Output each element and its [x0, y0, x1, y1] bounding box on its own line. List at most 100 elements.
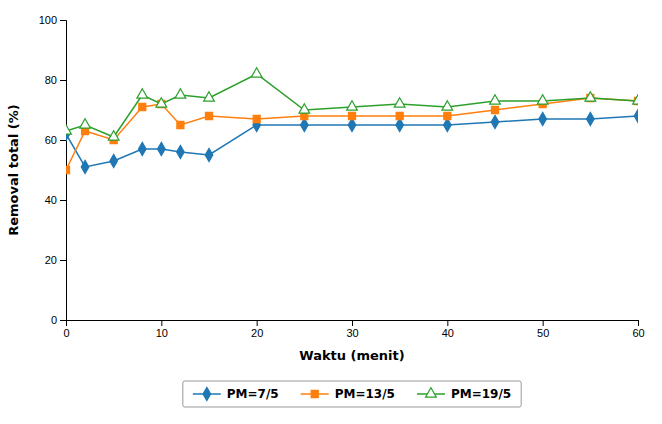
y-tick-mark [60, 200, 66, 201]
y-tick: 40 [45, 194, 66, 206]
point [110, 154, 118, 167]
legend-item: PM=19/5 [417, 387, 511, 401]
y-tick-mark [60, 140, 66, 141]
point [251, 68, 262, 77]
point [490, 95, 501, 104]
point [444, 112, 451, 119]
y-tick: 0 [51, 314, 66, 326]
y-tick-label: 60 [45, 134, 57, 146]
point [66, 125, 71, 134]
point [108, 131, 119, 140]
point [81, 160, 89, 173]
point [491, 106, 498, 113]
point [539, 112, 547, 125]
series-line [66, 98, 638, 170]
legend-swatch-marker [426, 388, 437, 397]
point [204, 92, 215, 101]
point [348, 118, 356, 131]
legend-item: PM=7/5 [193, 387, 279, 401]
x-tick: 40 [442, 320, 454, 339]
legend-label: PM=13/5 [335, 387, 395, 401]
point [634, 109, 638, 122]
point [301, 118, 309, 131]
point [156, 98, 167, 107]
y-tick-label: 40 [45, 194, 57, 206]
x-tick-label: 20 [251, 327, 263, 339]
x-tick: 10 [156, 320, 168, 339]
x-tick-mark [352, 320, 353, 326]
x-tick-label: 10 [156, 327, 168, 339]
point [348, 112, 355, 119]
legend-swatch-marker [203, 387, 211, 400]
x-axis-title: Waktu (menit) [299, 348, 404, 363]
point [396, 112, 403, 119]
y-tick-label: 20 [45, 254, 57, 266]
y-axis-title: Removal total (%) [6, 104, 21, 236]
x-tick-mark [447, 320, 448, 326]
y-tick-label: 80 [45, 74, 57, 86]
series-line [66, 116, 638, 167]
legend-swatch-marker [311, 390, 318, 397]
series-line [66, 74, 638, 137]
point [585, 92, 596, 101]
y-tick-label: 0 [51, 314, 57, 326]
x-axis: 0 10 20 30 40 50 60 [63, 320, 644, 339]
legend-box [183, 381, 521, 407]
y-tick-mark [60, 260, 66, 261]
point [587, 112, 595, 125]
x-tick-mark [257, 320, 258, 326]
point [442, 101, 453, 110]
point [158, 142, 166, 155]
legend: PM=7/5 PM=13/5 PM=19/5 [183, 381, 521, 407]
y-tick-mark [60, 320, 66, 321]
x-tick: 60 [632, 320, 644, 339]
point [205, 112, 212, 119]
x-tick-label: 60 [632, 327, 644, 339]
point [66, 166, 70, 173]
point [205, 148, 213, 161]
legend-label: PM=7/5 [227, 387, 279, 401]
point [137, 89, 148, 98]
x-tick: 50 [537, 320, 549, 339]
x-tick-mark [161, 320, 162, 326]
point [633, 95, 638, 104]
legend-label: PM=19/5 [451, 387, 511, 401]
x-tick-label: 40 [442, 327, 454, 339]
x-tick-mark [543, 320, 544, 326]
point [177, 121, 184, 128]
x-tick-mark [638, 320, 639, 326]
y-tick-label: 100 [39, 14, 57, 26]
x-axis-line [67, 321, 639, 327]
point [347, 101, 358, 110]
point [80, 119, 91, 128]
point [299, 104, 310, 113]
point [444, 118, 452, 131]
point [138, 142, 146, 155]
point [491, 115, 499, 128]
marks [66, 68, 638, 174]
y-tick-mark [60, 80, 66, 81]
y-tick: 60 [45, 134, 66, 146]
y-axis: 0 20 40 60 80 100 [39, 14, 67, 326]
plot: 0 10 20 30 40 50 60 0 20 40 60 80 100 [39, 14, 645, 339]
legend-item: PM=13/5 [301, 387, 395, 401]
y-tick: 20 [45, 254, 66, 266]
y-axis-line [60, 21, 67, 321]
y-tick-mark [60, 20, 66, 21]
point [253, 115, 260, 122]
x-tick-label: 30 [346, 327, 358, 339]
chart: 0 10 20 30 40 50 60 0 20 40 60 80 100 Waktu (menit) Re… [0, 0, 662, 424]
point [396, 118, 404, 131]
y-tick: 80 [45, 74, 66, 86]
x-tick-label: 50 [537, 327, 549, 339]
y-tick: 100 [39, 14, 66, 26]
point [177, 145, 185, 158]
x-tick-label: 0 [63, 327, 69, 339]
point [537, 95, 548, 104]
x-tick: 30 [346, 320, 358, 339]
point [394, 98, 405, 107]
point [139, 103, 146, 110]
point [175, 89, 186, 98]
x-tick: 20 [251, 320, 263, 339]
x-tick: 0 [63, 320, 69, 339]
